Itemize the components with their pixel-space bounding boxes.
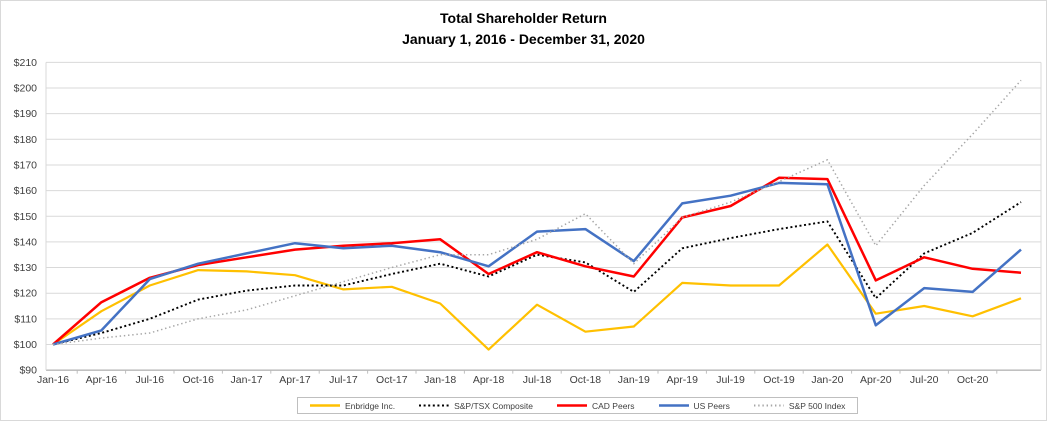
chart-subtitle: January 1, 2016 - December 31, 2020 [402, 31, 645, 47]
legend-line-swatch [753, 404, 784, 407]
legend-item-enbridge: Enbridge Inc. [310, 401, 395, 411]
legend-item-us-peers: US Peers [658, 400, 730, 411]
x-axis-tick-label: Jan-20 [811, 374, 843, 386]
legend-line-swatch [556, 404, 587, 407]
x-axis-tick-label: Jul-16 [135, 374, 164, 386]
series-line-s-p-500-index [52, 79, 1022, 346]
legend-label: Enbridge Inc. [345, 400, 396, 411]
y-axis-tick-label: $110 [14, 313, 37, 325]
series-line-s-p-tsx-composite [52, 201, 1022, 346]
x-axis-tick-label: Apr-16 [86, 374, 118, 386]
y-axis-tick-label: $190 [14, 108, 38, 120]
y-axis-tick-label: $120 [14, 288, 38, 300]
x-axis-tick-label: Apr-17 [279, 374, 311, 386]
x-axis-tick-label: Oct-18 [570, 374, 602, 386]
y-axis-tick-label: $160 [14, 185, 38, 197]
x-axis-tick-label: Apr-19 [666, 374, 698, 386]
y-axis-tick-label: $100 [14, 339, 38, 351]
chart-title-block: Total Shareholder Return January 1, 2016… [1, 8, 1046, 50]
x-axis-tick-label: Jul-20 [910, 374, 939, 386]
gridlines [46, 61, 1041, 371]
legend-label: S&P/TSX Composite [454, 400, 533, 411]
legend-label: S&P 500 Index [788, 400, 846, 411]
x-axis-tick-label: Jan-19 [618, 374, 650, 386]
legend-line-swatch [310, 404, 340, 407]
y-axis-tick-label: $90 [19, 365, 37, 377]
series-line-enbridge-inc [52, 243, 1022, 351]
legend-item-tsx-composite: S&P/TSX Composite [419, 401, 533, 411]
x-axis-tick-label: Apr-20 [860, 374, 892, 386]
y-axis-tick-label: $130 [14, 262, 38, 274]
x-axis-tick-label: Jan-18 [424, 374, 456, 386]
legend-item-sp500: S&P 500 Index [753, 400, 846, 411]
y-axis-tick-label: $140 [14, 236, 38, 248]
legend-label: CAD Peers [591, 400, 635, 411]
legend-line-swatch [419, 404, 450, 407]
series-line-us-peers [52, 181, 1022, 346]
chart-legend: Enbridge Inc. S&P/TSX Composite CAD Peer… [297, 397, 859, 414]
x-axis-tick-label: Oct-20 [957, 374, 989, 386]
y-axis-tick-label: $200 [14, 83, 38, 95]
x-axis-tick-label: Apr-18 [473, 374, 505, 386]
x-axis-tick-label: Jan-17 [231, 374, 263, 386]
x-axis-tick-label: Oct-17 [376, 374, 408, 386]
x-axis-tick-label: Oct-16 [182, 374, 214, 386]
x-axis-tick-label: Jul-17 [329, 374, 358, 386]
y-axis-tick-label: $210 [14, 57, 38, 69]
x-axis-tick-label: Oct-19 [763, 374, 795, 386]
y-axis-tick-label: $170 [14, 159, 38, 171]
y-axis-tick-label: $180 [14, 134, 38, 146]
x-axis-tick-label: Jul-18 [523, 374, 552, 386]
legend-label: US Peers [693, 400, 730, 411]
y-axis-tick-label: $150 [14, 211, 38, 223]
chart-title: Total Shareholder Return [440, 10, 607, 26]
legend-item-cad-peers: CAD Peers [556, 400, 635, 411]
legend-line-swatch [658, 404, 689, 407]
x-axis-tick-label: Jul-19 [716, 374, 745, 386]
series-line-cad-peers [52, 176, 1022, 346]
x-axis-tick-label: Jan-16 [37, 374, 69, 386]
